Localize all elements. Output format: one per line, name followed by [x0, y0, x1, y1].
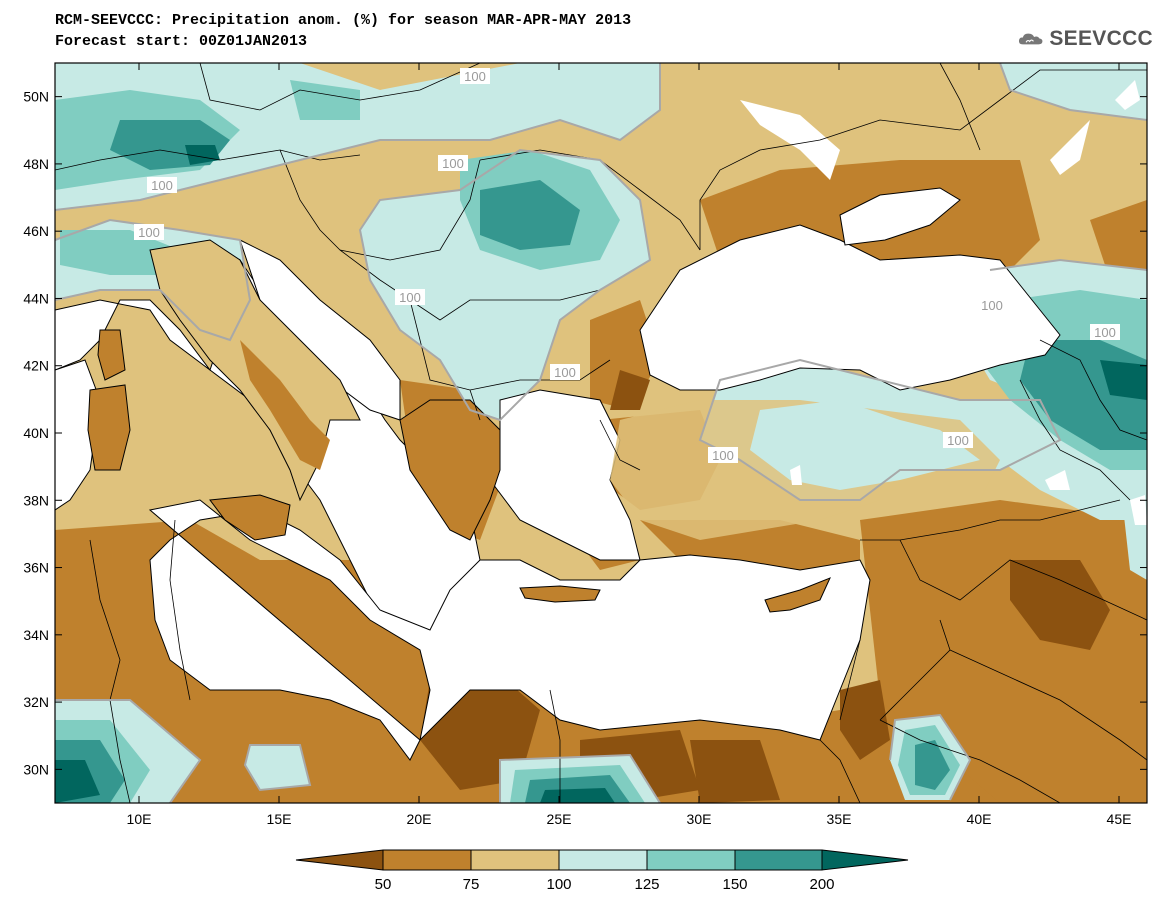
contour-label: 100	[147, 177, 177, 193]
anomaly-gt200-regions	[55, 145, 1147, 803]
mediterranean-central	[55, 359, 101, 511]
colorbar-50-75	[382, 849, 472, 871]
lon-label: 35E	[827, 811, 852, 827]
colorbar-125-150	[646, 849, 736, 871]
colorbar-label: 125	[634, 876, 659, 893]
sea-mask	[55, 187, 1061, 761]
colorbar-label: 75	[463, 876, 480, 893]
contour-label: 100	[708, 447, 738, 463]
colorbar-lt50	[295, 849, 384, 871]
svg-text:100: 100	[947, 433, 969, 448]
missing-data-patches	[740, 80, 1147, 525]
lon-label: 10E	[127, 811, 152, 827]
contour-label: 100	[395, 289, 425, 305]
contour-label: 100	[1090, 324, 1120, 340]
svg-text:100: 100	[464, 69, 486, 84]
country-borders	[55, 63, 1147, 803]
colorbar-75-100	[470, 849, 560, 871]
contour-label: 100	[460, 68, 490, 84]
contour-label: 100	[977, 297, 1007, 313]
colorbar-label: 50	[375, 876, 392, 893]
svg-text:100: 100	[399, 290, 421, 305]
lat-label: 36N	[23, 560, 49, 576]
lat-label: 38N	[23, 492, 49, 508]
crete	[519, 585, 601, 603]
lat-label: 32N	[23, 694, 49, 710]
sea-of-azov	[839, 187, 961, 246]
map-plot-area: 100 100 100 100 100 100 100 100 100 100	[55, 63, 1147, 803]
colorbar-label: 200	[809, 876, 834, 893]
colorbar-gt200	[821, 849, 909, 871]
colorbar-label: 100	[546, 876, 571, 893]
longitude-axis: 10E 15E 20E 25E 30E 35E 40E 45E	[127, 63, 1132, 827]
logo-text: SEEVCCC	[1049, 27, 1153, 50]
lon-label: 25E	[547, 811, 572, 827]
contour-label: 100	[134, 224, 164, 240]
contour-label: 100	[438, 155, 468, 171]
lat-label: 48N	[23, 156, 49, 172]
svg-text:100: 100	[1094, 325, 1116, 340]
black-sea	[639, 224, 1061, 391]
svg-text:100: 100	[151, 178, 173, 193]
lon-label: 40E	[967, 811, 992, 827]
svg-text:100: 100	[138, 225, 160, 240]
anatolia-wet	[750, 400, 980, 490]
colorbar: 50 75 100 125 150 200	[295, 849, 909, 893]
lon-label: 30E	[687, 811, 712, 827]
greece-land	[399, 399, 501, 541]
lat-label: 50N	[23, 89, 49, 105]
cloud-icon	[1018, 33, 1043, 45]
svg-text:100: 100	[554, 365, 576, 380]
colorbar-label: 150	[722, 876, 747, 893]
lat-label: 30N	[23, 761, 49, 777]
svg-text:100: 100	[442, 156, 464, 171]
sardinia	[87, 384, 131, 471]
lat-label: 42N	[23, 358, 49, 374]
cyprus	[764, 577, 831, 613]
colorbar-100-125	[558, 849, 648, 871]
lat-label: 40N	[23, 425, 49, 441]
italy-south	[240, 340, 330, 470]
corsica	[97, 329, 126, 381]
contour-labels: 100 100 100 100 100 100 100 100 100 100	[134, 68, 1120, 463]
colorbar-150-200	[734, 849, 823, 871]
svg-text:100: 100	[981, 298, 1003, 313]
islands	[87, 329, 831, 613]
latitude-axis: 50N 48N 46N 44N 42N 40N 38N 36N 34N 32N 30N	[23, 89, 1147, 777]
contour-label: 100	[943, 432, 973, 448]
contour-label: 100	[550, 364, 580, 380]
mediterranean-south	[148, 499, 871, 761]
lat-label: 34N	[23, 627, 49, 643]
svg-text:100: 100	[712, 448, 734, 463]
seevccc-logo: SEEVCCC	[1018, 24, 1153, 54]
lon-label: 15E	[267, 811, 292, 827]
lat-label: 44N	[23, 290, 49, 306]
lon-label: 20E	[407, 811, 432, 827]
forecast-start-label: Forecast start: 00Z01JAN2013	[55, 33, 308, 50]
map-title: RCM-SEEVCCC: Precipitation anom. (%) for…	[55, 12, 632, 29]
lon-label: 45E	[1107, 811, 1132, 827]
sicily	[209, 494, 291, 541]
lat-label: 46N	[23, 223, 49, 239]
